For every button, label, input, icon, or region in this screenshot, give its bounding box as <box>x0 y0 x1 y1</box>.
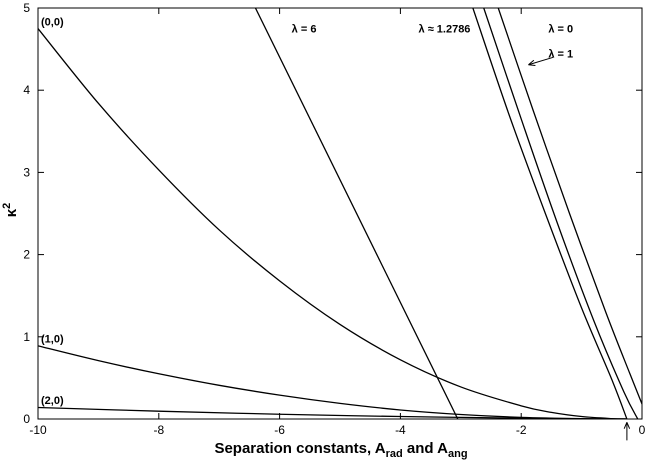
annotation-6: λ = 1 <box>548 48 573 60</box>
series-line-0 <box>38 28 627 419</box>
arrows-group <box>528 56 631 441</box>
x-tick-label: -2 <box>516 423 527 437</box>
arrow-head-0 <box>528 59 536 66</box>
series-line-2 <box>38 406 627 419</box>
y-tick-label: 3 <box>23 165 30 179</box>
plot-frame <box>37 7 643 420</box>
series-line-6 <box>497 8 642 406</box>
x-tick-label: 0 <box>639 423 646 437</box>
series-line-3 <box>254 8 459 419</box>
x-tick-label: -8 <box>153 423 164 437</box>
x-tick-label: -4 <box>395 423 406 437</box>
x-tick-label: -6 <box>274 423 285 437</box>
y-tick-label: 2 <box>23 248 30 262</box>
y-tick-label: 0 <box>23 412 30 426</box>
annotation-2: (2,0) <box>41 395 64 407</box>
arrow-head-1 <box>623 422 631 429</box>
annotation-3: λ = 6 <box>292 24 317 36</box>
y-tick-label: 1 <box>23 330 30 344</box>
series-line-4 <box>472 8 628 419</box>
arrow-line-0 <box>528 56 554 66</box>
series-line-1 <box>38 345 627 419</box>
annotations-group: (0,0) (1,0) (2,0) λ = 6 λ ≈ 1.2786 λ = 0 λ = 1 <box>41 16 573 407</box>
series-line-5 <box>483 8 639 419</box>
y-tick-label: 5 <box>23 1 30 15</box>
x-tick-label: -10 <box>29 423 47 437</box>
y-tick-label: 4 <box>23 83 30 97</box>
ticks-group: -10 -8 -6 -4 -2 0 0 1 2 3 4 5 <box>23 1 645 437</box>
annotation-5: λ = 0 <box>548 24 573 36</box>
x-axis-label: Separation constants, Arad and Aang <box>214 440 467 460</box>
annotation-0: (0,0) <box>41 16 64 28</box>
annotation-4: λ ≈ 1.2786 <box>419 24 471 36</box>
annotation-1: (1,0) <box>41 334 64 346</box>
curves-group <box>38 8 642 419</box>
y-axis-label: κ2 <box>1 203 20 218</box>
